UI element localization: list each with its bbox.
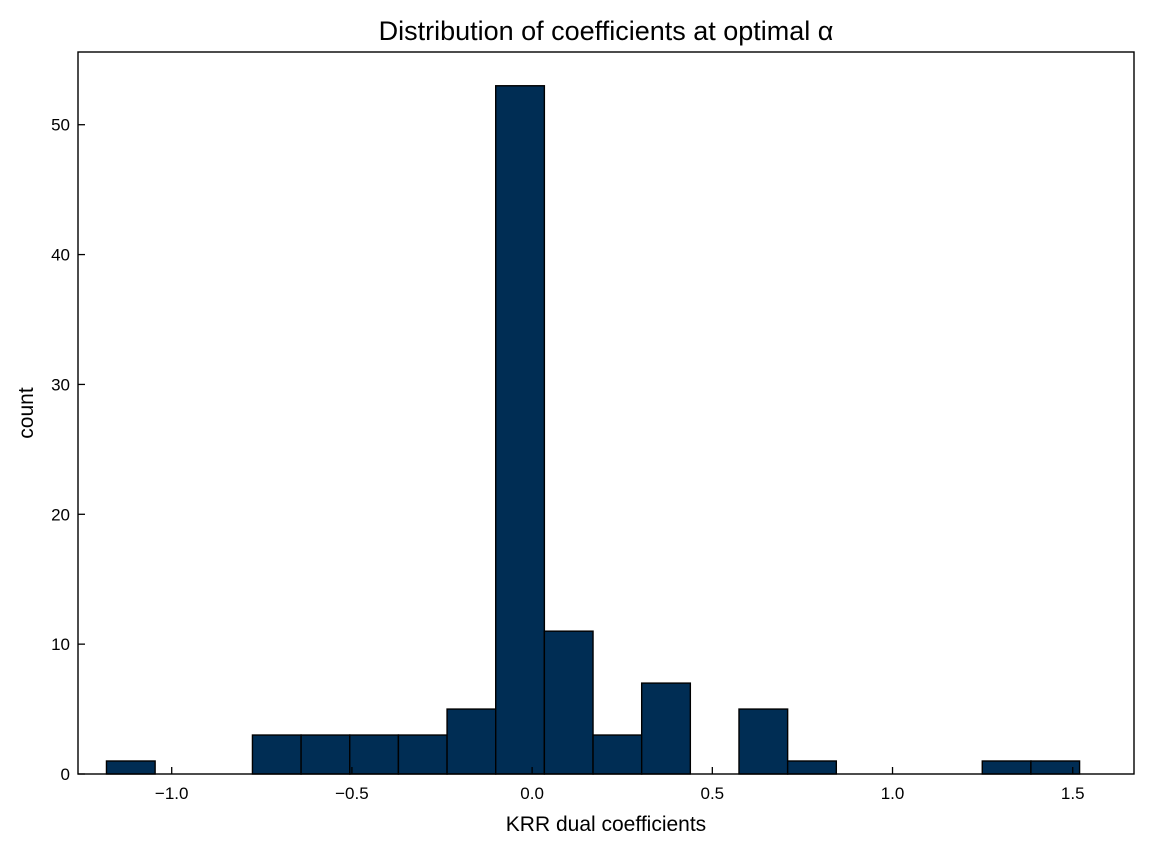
histogram-bar-18	[981, 760, 1032, 775]
histogram-bar-6	[397, 734, 448, 775]
histogram-bar-4	[300, 734, 351, 775]
histogram-bar-7	[446, 708, 497, 775]
chart-title: Distribution of coefficients at optimal …	[379, 16, 834, 46]
histogram-bar-3	[251, 734, 302, 775]
ticks-layer: −1.0 −0.5 0.0 0.5 1.0 1.5 0 10 20 30 40 50	[51, 116, 1084, 803]
y-tick-label-3: 30	[51, 375, 70, 394]
histogram-bar-5	[349, 734, 400, 775]
x-tick-label-0: −1.0	[155, 784, 189, 803]
histogram-bar-8	[495, 85, 546, 775]
histogram-bar-10	[592, 734, 643, 775]
x-tick-label-5: 1.5	[1061, 784, 1085, 803]
x-tick-label-2: 0.0	[520, 784, 544, 803]
y-axis-label: count	[15, 387, 38, 439]
y-tick-label-0: 0	[61, 765, 70, 784]
histogram-bar-0	[105, 760, 156, 775]
plot-area-frame	[77, 51, 1135, 775]
x-axis-label: KRR dual coefficients	[506, 813, 706, 836]
histogram-bar-13	[738, 708, 789, 775]
y-tick-label-1: 10	[51, 635, 70, 654]
y-tick-label-4: 40	[51, 246, 70, 265]
bars-layer	[105, 85, 1081, 775]
histogram-bar-11	[640, 682, 692, 775]
y-tick-label-5: 50	[51, 116, 70, 135]
x-tick-label-3: 0.5	[701, 784, 725, 803]
y-tick-label-2: 20	[51, 505, 70, 524]
histogram-bar-9	[543, 630, 594, 775]
histogram-bar-14	[786, 760, 838, 775]
x-tick-label-1: −0.5	[335, 784, 369, 803]
x-tick-label-4: 1.0	[881, 784, 905, 803]
